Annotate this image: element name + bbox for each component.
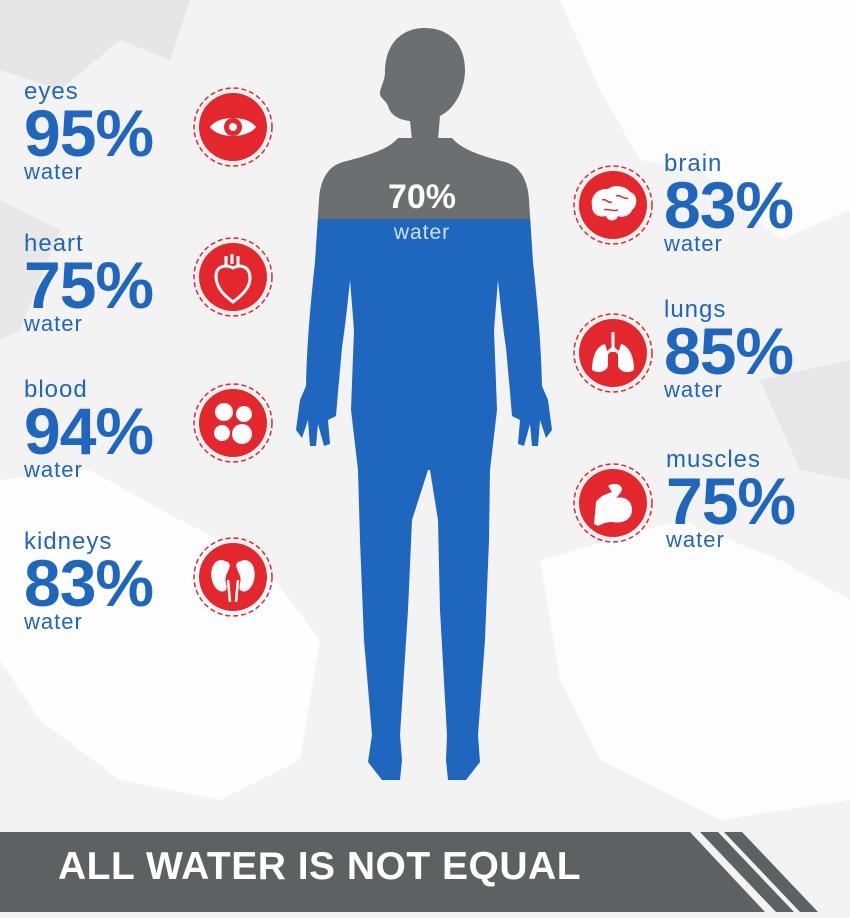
eye-icon xyxy=(193,87,273,167)
muscle-arm-icon xyxy=(573,463,653,543)
organ-unit: water xyxy=(24,159,83,184)
organ-label: blood xyxy=(24,376,88,403)
lungs-icon xyxy=(573,313,653,393)
stat-brain: brain 83% water xyxy=(664,150,794,256)
organ-label: heart xyxy=(24,230,84,257)
organ-unit: water xyxy=(24,457,83,482)
stat-blood: blood 94% water xyxy=(24,376,154,482)
organ-unit: water xyxy=(666,527,725,552)
body-water-unit: water xyxy=(393,221,451,244)
organ-percent: 85% xyxy=(664,314,794,388)
organ-percent: 94% xyxy=(24,394,154,468)
organ-percent: 83% xyxy=(664,168,794,242)
blood-cells-icon xyxy=(193,383,273,463)
organ-label: kidneys xyxy=(24,528,113,555)
organ-unit: water xyxy=(664,377,723,402)
banner-title: ALL WATER IS NOT EQUAL xyxy=(58,845,582,888)
heart-organ-icon xyxy=(193,237,273,317)
organ-label: lungs xyxy=(664,296,727,323)
organ-label: brain xyxy=(664,150,723,177)
body-water-percent: 70% xyxy=(387,178,457,216)
stat-heart: heart 75% water xyxy=(24,230,154,336)
organ-label: muscles xyxy=(666,446,762,473)
organ-unit: water xyxy=(24,609,83,634)
organ-percent: 95% xyxy=(24,96,154,170)
stat-eyes: eyes 95% water xyxy=(24,78,154,184)
stat-kidneys: kidneys 83% water xyxy=(24,528,154,634)
stat-muscles: muscles 75% water xyxy=(666,446,796,552)
organ-percent: 83% xyxy=(24,546,154,620)
banner-background xyxy=(0,832,818,912)
stat-lungs: lungs 85% water xyxy=(664,296,794,402)
organ-unit: water xyxy=(24,311,83,336)
organ-label: eyes xyxy=(24,78,79,105)
kidneys-icon xyxy=(193,537,273,617)
organ-percent: 75% xyxy=(24,248,154,322)
organ-percent: 75% xyxy=(666,464,796,538)
brain-icon xyxy=(573,165,653,245)
organ-unit: water xyxy=(664,231,723,256)
